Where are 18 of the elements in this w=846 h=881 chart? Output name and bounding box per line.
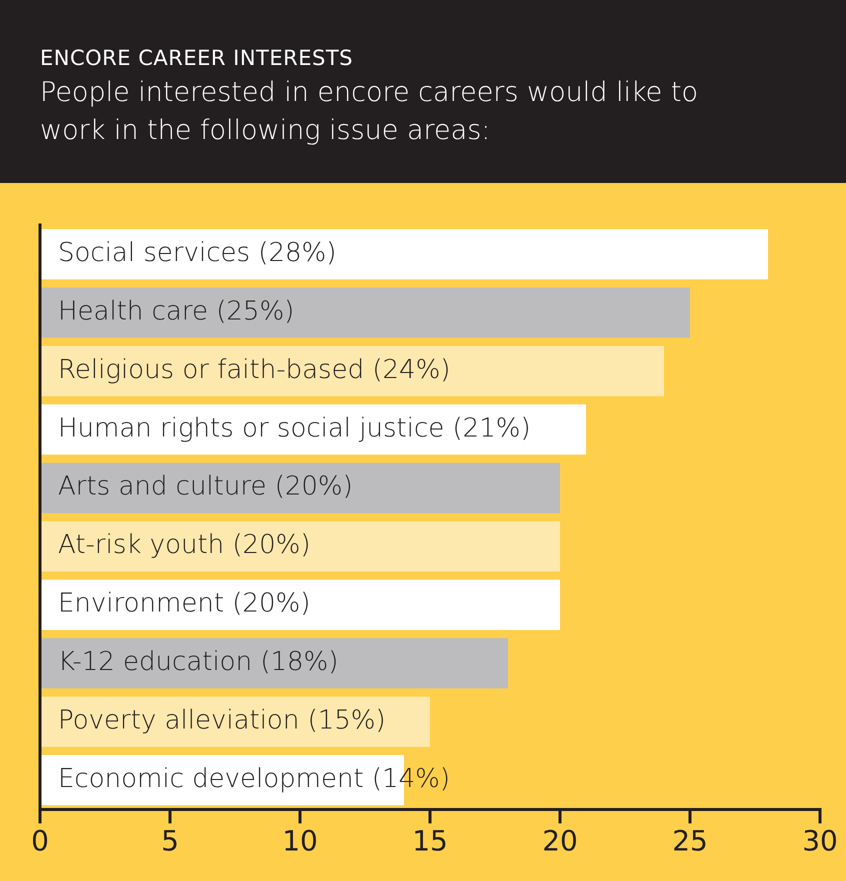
y-tick-label: Arts and culture (20%) xyxy=(58,472,353,502)
chart-subtitle: People interested in encore careers would like to work in the following issue areas: xyxy=(40,76,699,148)
y-tick-label: At-risk youth (20%) xyxy=(58,530,310,560)
y-tick-label: Health care (25%) xyxy=(58,296,294,326)
x-tick-label: 30 xyxy=(802,824,838,858)
x-tick-label: 20 xyxy=(542,824,578,858)
y-tick-label: Poverty alleviation (15%) xyxy=(58,705,386,736)
y-tick-label: Social services (28%) xyxy=(58,238,336,268)
x-tick-label: 5 xyxy=(161,824,179,858)
y-tick-label: Environment (20%) xyxy=(58,588,310,619)
y-tick-label: Human rights or social justice (21%) xyxy=(58,413,531,444)
chart-title: ENCORE CAREER INTERESTS xyxy=(40,46,354,70)
y-tick-label: K-12 education (18%) xyxy=(58,647,338,678)
x-tick-label: 15 xyxy=(412,824,448,858)
x-tick-label: 10 xyxy=(282,824,318,858)
x-tick-label: 0 xyxy=(31,824,49,858)
y-tick-label: Religious or faith-based (24%) xyxy=(58,354,450,385)
x-tick-label: 25 xyxy=(672,824,708,858)
